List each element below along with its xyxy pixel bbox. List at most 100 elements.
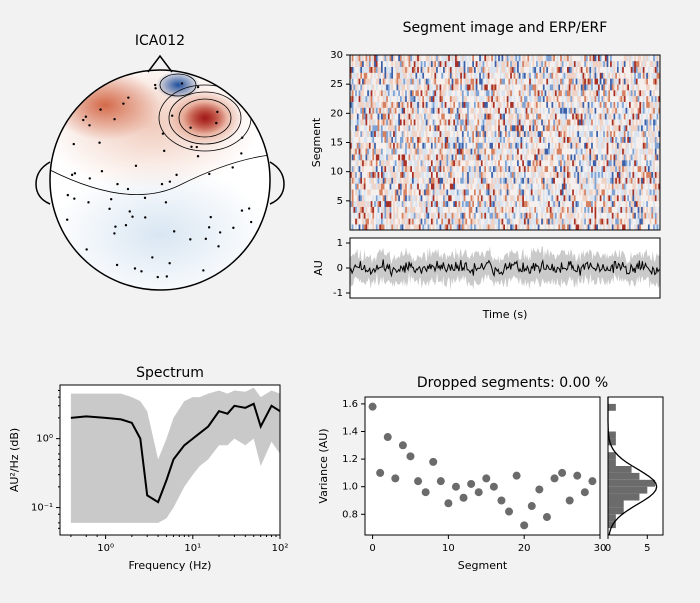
sensor-dot (131, 216, 133, 218)
variance-point (467, 480, 475, 488)
sensor-dot (113, 232, 115, 234)
sensor-dot (171, 115, 173, 117)
sensor-dot (101, 170, 103, 172)
variance-point (384, 433, 392, 441)
variance-point (376, 469, 384, 477)
sensor-dot (173, 230, 175, 232)
sensor-dot (241, 209, 243, 211)
sensor-dot (163, 150, 165, 152)
variance-point (490, 483, 498, 491)
sensor-dot (241, 137, 243, 139)
variance-point (543, 513, 551, 521)
sensor-dot (89, 177, 91, 179)
variance-point (528, 502, 536, 510)
sensor-dot (116, 264, 118, 266)
sensor-dot (165, 201, 167, 203)
sensor-dot (67, 194, 69, 196)
sensor-dot (73, 143, 75, 145)
sensor-dot (189, 127, 191, 129)
variance-point (535, 485, 543, 493)
sensor-dot (217, 245, 219, 247)
sensor-dot (250, 221, 252, 223)
sensor-dot (135, 165, 137, 167)
sensor-dot (210, 216, 212, 218)
variance-title: Dropped segments: 0.00 % (417, 375, 608, 391)
variance-point (422, 488, 430, 496)
variance-point (551, 474, 559, 482)
sensor-dot (162, 132, 164, 134)
sensor-dot (231, 166, 233, 168)
variance-scatter (365, 397, 600, 535)
sensor-dot (116, 183, 118, 185)
sensor-dot (215, 122, 217, 124)
sensor-dot (197, 155, 199, 157)
variance-point (505, 508, 513, 516)
variance-point (482, 474, 490, 482)
sensor-dot (154, 84, 156, 86)
variance-point (406, 452, 414, 460)
sensor-dot (114, 225, 116, 227)
sensor-dot (161, 183, 163, 185)
variance-point (437, 477, 445, 485)
sensor-dot (122, 102, 124, 104)
variance-point (573, 472, 581, 480)
sensor-dot (82, 119, 84, 121)
sensor-dot (85, 248, 87, 250)
sensor-dot (73, 197, 75, 199)
sensor-dot (197, 86, 199, 88)
sensor-dot (144, 216, 146, 218)
sensor-dot (66, 218, 68, 220)
sensor-dot (108, 208, 110, 210)
sensor-dot (205, 238, 207, 240)
sensor-dot (190, 146, 192, 148)
sensor-dot (99, 108, 101, 110)
sensor-dot (169, 180, 171, 182)
sensor-dot (144, 197, 146, 199)
sensor-dot (113, 118, 115, 120)
sensor-dot (127, 96, 129, 98)
sensor-dot (134, 267, 136, 269)
sensor-dot (85, 116, 87, 118)
variance-point (588, 477, 596, 485)
figure: ICA012Segment image and ERP/ERF510152025… (0, 0, 700, 600)
sensor-dot (208, 226, 210, 228)
sensor-dot (240, 152, 242, 154)
segment-title: Segment image and ERP/ERF (403, 20, 608, 36)
sensor-dot (140, 270, 142, 272)
sensor-dot (219, 231, 221, 233)
sensor-dot (248, 207, 250, 209)
sensor-dot (129, 210, 131, 212)
variance-point (414, 477, 422, 485)
sensor-dot (208, 173, 210, 175)
sensor-dot (157, 276, 159, 278)
spectrum-title: Spectrum (136, 365, 204, 381)
sensor-dot (189, 238, 191, 240)
sensor-dot (181, 82, 183, 84)
sensor-dot (175, 174, 177, 176)
variance-point (452, 483, 460, 491)
sensor-dot (88, 124, 90, 126)
sensor-dot (98, 141, 100, 143)
sensor-dot (166, 275, 168, 277)
variance-point (444, 499, 452, 507)
sensor-dot (87, 201, 89, 203)
sensor-dot (232, 227, 234, 229)
topomap-title: ICA012 (135, 33, 185, 49)
sensor-dot (151, 256, 153, 258)
sensor-dot (216, 111, 218, 113)
sensor-dot (196, 146, 198, 148)
sensor-dot (127, 188, 129, 190)
variance-point (566, 497, 574, 505)
sensor-dot (168, 262, 170, 264)
variance-point (475, 488, 483, 496)
sensor-dot (74, 172, 76, 174)
sensor-dot (71, 174, 73, 176)
variance-point (520, 521, 528, 529)
variance-point (369, 403, 377, 411)
variance-point (391, 474, 399, 482)
variance-point (399, 441, 407, 449)
sensor-dot (125, 224, 127, 226)
variance-point (558, 469, 566, 477)
variance-point (581, 488, 589, 496)
variance-point (460, 494, 468, 502)
